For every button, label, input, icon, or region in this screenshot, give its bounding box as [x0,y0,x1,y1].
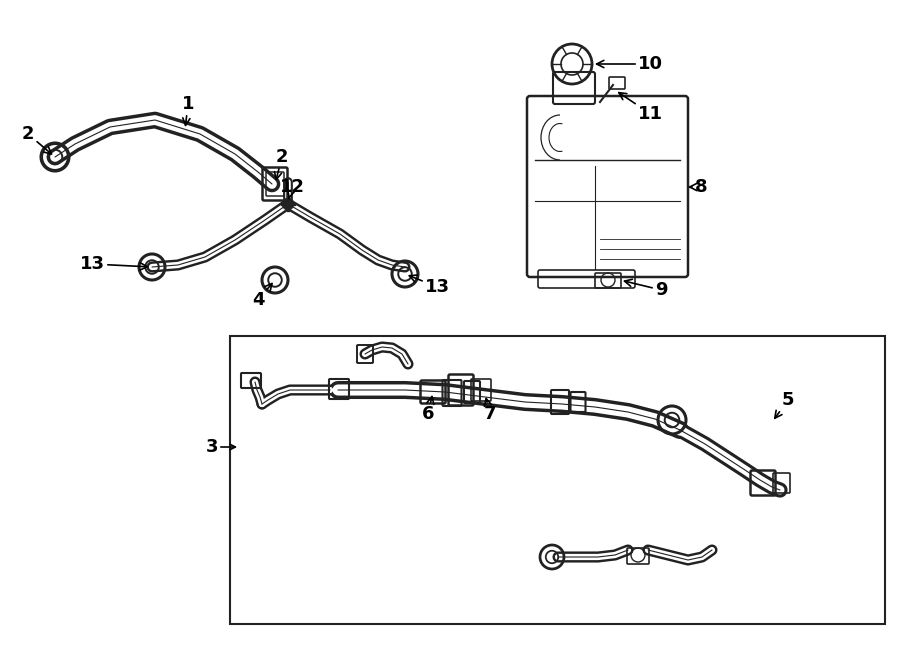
Text: 4: 4 [252,283,272,309]
Text: 9: 9 [625,279,668,299]
Text: 7: 7 [484,399,496,423]
Text: 6: 6 [422,397,434,423]
Text: 1: 1 [182,95,194,125]
Text: 5: 5 [775,391,795,418]
Bar [230,336,885,624]
Text: 10: 10 [597,55,663,73]
Text: 2: 2 [274,148,288,179]
Text: 12: 12 [280,178,304,199]
Text: 13: 13 [410,275,450,296]
Circle shape [282,198,294,210]
Text: 11: 11 [619,93,663,123]
Text: 2: 2 [22,125,51,154]
Text: 13: 13 [80,255,148,273]
Text: 8: 8 [689,178,707,196]
Text: 3: 3 [206,438,218,456]
